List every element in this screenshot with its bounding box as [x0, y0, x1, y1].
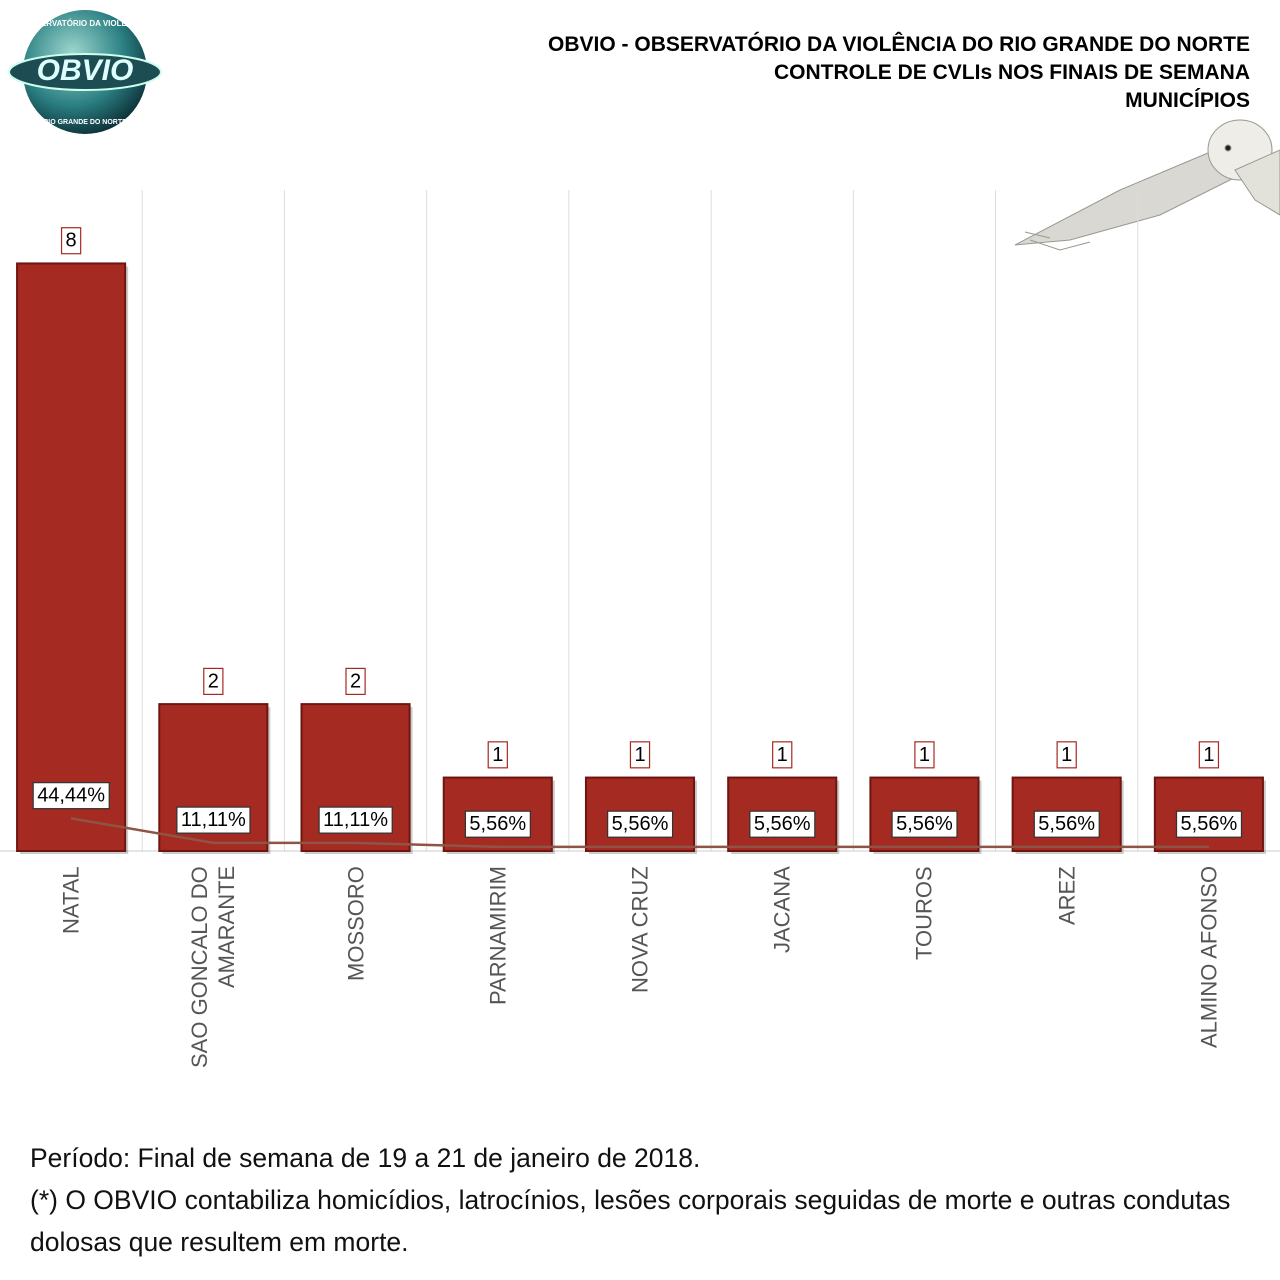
percent-label: 5,56% — [896, 813, 953, 835]
percent-label: 5,56% — [754, 813, 811, 835]
value-label-box — [1056, 741, 1077, 769]
x-tick-label: SAO GONCALO DO AMARANTE — [187, 866, 240, 1068]
bar — [16, 262, 127, 852]
x-tick-label: JACANA — [769, 866, 795, 953]
footer-note: (*) O OBVIO contabiliza homicídios, latr… — [30, 1185, 1231, 1257]
percent-label-box — [318, 806, 393, 834]
percent-label-box — [891, 810, 958, 838]
footer-period: Período: Final de semana de 19 a 21 de j… — [30, 1143, 701, 1173]
value-label: 1 — [777, 744, 788, 766]
logo-band — [8, 53, 162, 91]
value-label: 1 — [492, 744, 503, 766]
percent-label-box — [464, 810, 531, 838]
line — [70, 817, 1209, 849]
x-tick-label: TOUROS — [911, 866, 937, 960]
value-label-box — [914, 741, 935, 769]
owl-feathers — [1024, 231, 1091, 251]
percent-label: 11,11% — [323, 809, 388, 831]
value-label-box — [345, 667, 366, 695]
logo-top-text: OBSERVATÓRIO DA VIOLÊNCIA — [24, 19, 147, 28]
x-tick-label: NOVA CRUZ — [627, 866, 653, 993]
chart-subtitle: MUNICÍPIOS — [1125, 89, 1250, 112]
value-label-box — [629, 741, 651, 769]
x-tick-label: MOSSORO — [343, 866, 369, 981]
percent-label: 5,56% — [1038, 813, 1095, 835]
value-label-box — [203, 667, 224, 695]
x-tick-label: AREZ — [1054, 866, 1080, 925]
x-tick-label: NATAL — [58, 866, 84, 934]
value-label-box — [60, 227, 82, 255]
percent-label-box — [607, 810, 674, 838]
value-label-box — [772, 741, 793, 769]
logo-name: OBVIO — [37, 54, 134, 87]
x-tick-label: ALMINO AFONSO — [1196, 866, 1222, 1049]
x-tick-label: PARNAMIRIM — [485, 866, 511, 1005]
percent-label: 5,56% — [1181, 813, 1238, 835]
percent-label-box — [749, 810, 816, 838]
percent-label: 44,44% — [37, 785, 105, 807]
owl-eye — [1224, 144, 1232, 152]
footer: Período: Final de semana de 19 a 21 de j… — [30, 1137, 1255, 1263]
value-label-box — [487, 741, 508, 769]
owl-image — [1014, 119, 1280, 251]
percent-label: 5,56% — [469, 813, 526, 835]
percent-label-box — [32, 782, 110, 810]
percent-label-box — [1175, 810, 1243, 838]
owl-body — [1234, 149, 1280, 216]
logo-bottom-text: RIO GRANDE DO NORTE — [43, 119, 127, 126]
value-label: 1 — [919, 744, 930, 766]
value-label: 1 — [1061, 744, 1072, 766]
percent-label-box — [176, 806, 251, 834]
chart-subtitle: CONTROLE DE CVLIs NOS FINAIS DE SEMANA — [773, 61, 1250, 84]
chart-title: OBVIO - OBSERVATÓRIO DA VIOLÊNCIA DO RIO… — [548, 33, 1250, 56]
value-label: 2 — [208, 670, 219, 692]
value-label: 1 — [634, 744, 645, 766]
value-label: 1 — [1203, 744, 1214, 766]
percent-label-box — [1033, 810, 1100, 838]
value-label: 8 — [66, 230, 77, 252]
percent-label: 5,56% — [612, 813, 669, 835]
value-label-box — [1198, 741, 1220, 769]
value-label: 2 — [350, 670, 361, 692]
percent-label: 11,11% — [181, 809, 246, 831]
